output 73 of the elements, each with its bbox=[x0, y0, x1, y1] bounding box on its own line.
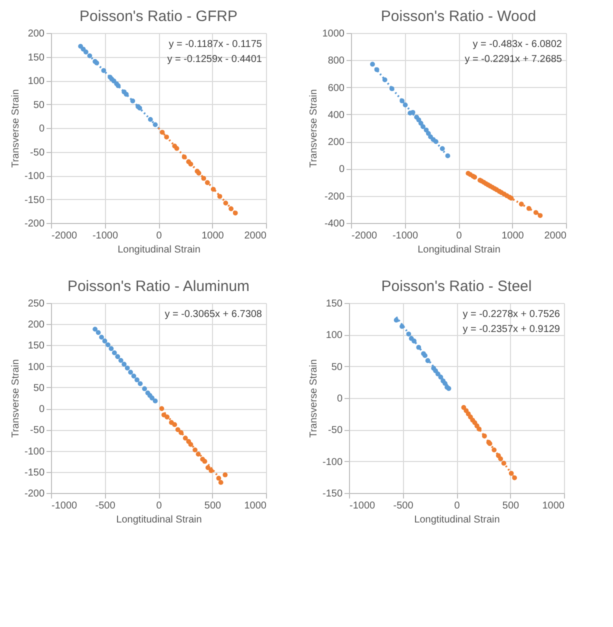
x-tick-label: 500 bbox=[502, 500, 520, 512]
y-tick-label: -150 bbox=[322, 488, 343, 500]
y-tick-label: -50 bbox=[30, 425, 45, 436]
y-tick-label: 150 bbox=[28, 340, 45, 352]
y-tick-label: 50 bbox=[33, 382, 45, 394]
x-tick-label: -2000 bbox=[352, 230, 378, 242]
y-tick-label: -100 bbox=[24, 171, 45, 182]
y-tick-label: -200 bbox=[24, 488, 45, 500]
y-axis-title: Transverse Strain bbox=[10, 359, 22, 438]
y-tick-label: 600 bbox=[328, 82, 345, 94]
x-axis-title: Longtitudinal Strain bbox=[116, 514, 202, 526]
y-tick-label: 150 bbox=[28, 52, 45, 64]
y-tick-label: -200 bbox=[24, 218, 45, 230]
x-tick-label: 0 bbox=[454, 500, 460, 512]
x-tick-label: 2000 bbox=[244, 230, 267, 242]
x-tick-label: 1000 bbox=[542, 500, 565, 512]
y-tick-label: -50 bbox=[30, 147, 45, 158]
annotation: y = -0.3065x + 6.7308 bbox=[164, 309, 262, 320]
chart-title: Poisson's Ratio - Aluminum bbox=[67, 278, 250, 295]
y-tick-label: 0 bbox=[38, 124, 45, 134]
y-tick-label: 800 bbox=[328, 56, 345, 67]
x-tick-label: 1000 bbox=[202, 230, 224, 242]
y-tick-label: 400 bbox=[328, 110, 345, 121]
annotation: y = -0.2291x + 7.2685 bbox=[464, 54, 562, 65]
y-tick-label: 100 bbox=[326, 330, 343, 342]
y-tick-label: 50 bbox=[331, 362, 343, 373]
y-tick-label: -50 bbox=[328, 425, 343, 436]
y-tick-label: 100 bbox=[28, 76, 45, 87]
y-tick-label: 250 bbox=[28, 298, 45, 310]
x-tick-label: 2000 bbox=[544, 230, 567, 242]
y-tick-label: 0 bbox=[38, 404, 45, 416]
y-tick-label: 150 bbox=[326, 298, 343, 310]
x-tick-label: 1000 bbox=[244, 500, 267, 512]
y-tick-label: 0 bbox=[338, 164, 345, 176]
x-tick-label: -500 bbox=[95, 500, 116, 512]
x-tick-label: 0 bbox=[456, 230, 462, 242]
x-tick-label: 0 bbox=[156, 230, 162, 242]
x-tick-label: -2000 bbox=[52, 230, 78, 242]
y-tick-label: -400 bbox=[324, 218, 345, 230]
x-tick-label: 500 bbox=[204, 500, 222, 512]
y-tick-label: 0 bbox=[336, 394, 343, 404]
y-tick-label: -200 bbox=[324, 191, 345, 202]
chart-title: Poisson's Ratio - GFRP bbox=[80, 8, 238, 25]
x-tick-label: -1000 bbox=[350, 500, 376, 512]
y-tick-label: -100 bbox=[322, 456, 343, 468]
annotation: y = -0.2278x + 0.7526 bbox=[462, 309, 560, 320]
y-tick-label: 200 bbox=[328, 137, 345, 148]
annotation: y = -0.1187x - 0.1175 bbox=[168, 39, 262, 50]
y-tick-label: -150 bbox=[24, 467, 45, 478]
y-tick-label: 50 bbox=[33, 100, 45, 111]
y-axis-title: Transverse Strain bbox=[10, 89, 22, 168]
y-tick-label: 200 bbox=[28, 320, 45, 331]
x-tick-label: -1000 bbox=[92, 230, 118, 242]
x-tick-label: -1000 bbox=[52, 500, 78, 512]
y-axis-title: Transverse Strain bbox=[308, 359, 320, 438]
y-axis-title: Transverse Strain bbox=[308, 89, 320, 168]
y-tick-label: 100 bbox=[28, 362, 45, 373]
y-tick-label: -100 bbox=[24, 446, 45, 458]
chart-title: Poisson's Ratio - Steel bbox=[381, 278, 532, 295]
x-tick-label: 1000 bbox=[502, 230, 524, 242]
x-tick-label: -500 bbox=[393, 500, 414, 512]
y-tick-label: 200 bbox=[28, 28, 45, 40]
annotation: y = -0.483x - 6.0802 bbox=[472, 39, 562, 50]
chart-title: Poisson's Ratio - Wood bbox=[380, 8, 536, 25]
x-tick-label: -1000 bbox=[392, 230, 418, 242]
y-tick-label: 1000 bbox=[322, 28, 345, 40]
y-tick-label: -150 bbox=[24, 194, 45, 206]
annotation: y = -0.1259x - 0.4401 bbox=[167, 54, 262, 65]
x-axis-title: Longtitudinal Strain bbox=[414, 514, 500, 526]
x-tick-label: 0 bbox=[156, 500, 162, 512]
x-axis-title: Longitudinal Strain bbox=[418, 244, 500, 256]
x-axis-title: Longitudinal Strain bbox=[118, 244, 200, 256]
annotation: y = -0.2357x + 0.9129 bbox=[462, 324, 560, 335]
